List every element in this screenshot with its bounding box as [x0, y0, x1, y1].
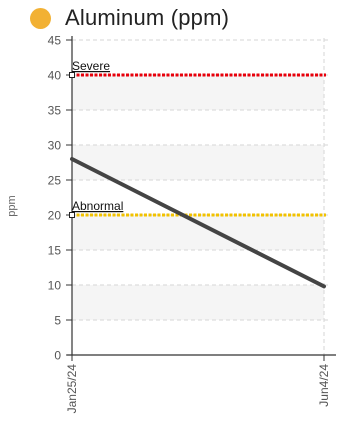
- grid-band: [72, 110, 324, 145]
- grid-band: [72, 320, 324, 355]
- threshold-marker: [69, 212, 75, 218]
- y-tick-label: 10: [48, 279, 62, 293]
- grid-band: [72, 145, 324, 180]
- y-tick-label: 40: [48, 69, 62, 83]
- x-tick-label: Jan25/24: [65, 364, 79, 414]
- grid-band: [72, 250, 324, 285]
- chart-title: Aluminum (ppm): [65, 5, 230, 30]
- y-tick-label: 45: [48, 34, 62, 48]
- grid-band: [72, 215, 324, 250]
- x-tick-label: Jun4/24: [317, 364, 331, 407]
- grid-band: [72, 40, 324, 75]
- legend-dot-icon: [30, 7, 51, 29]
- y-tick-label: 35: [48, 104, 62, 118]
- y-tick-label: 25: [48, 174, 62, 188]
- y-tick-label: 30: [48, 139, 62, 153]
- y-tick-label: 5: [54, 314, 61, 328]
- threshold-label-severe: Severe: [72, 59, 110, 73]
- grid-band: [72, 285, 324, 320]
- y-tick-label: 20: [48, 209, 62, 223]
- grid-band: [72, 75, 324, 110]
- threshold-marker: [69, 72, 75, 78]
- grid-band: [72, 180, 324, 215]
- threshold-label-abnormal: Abnormal: [72, 199, 123, 213]
- y-tick-label: 0: [54, 349, 61, 363]
- chart-header: Aluminum (ppm): [30, 4, 229, 32]
- series-line: [70, 157, 326, 289]
- y-tick-label: 15: [48, 244, 62, 258]
